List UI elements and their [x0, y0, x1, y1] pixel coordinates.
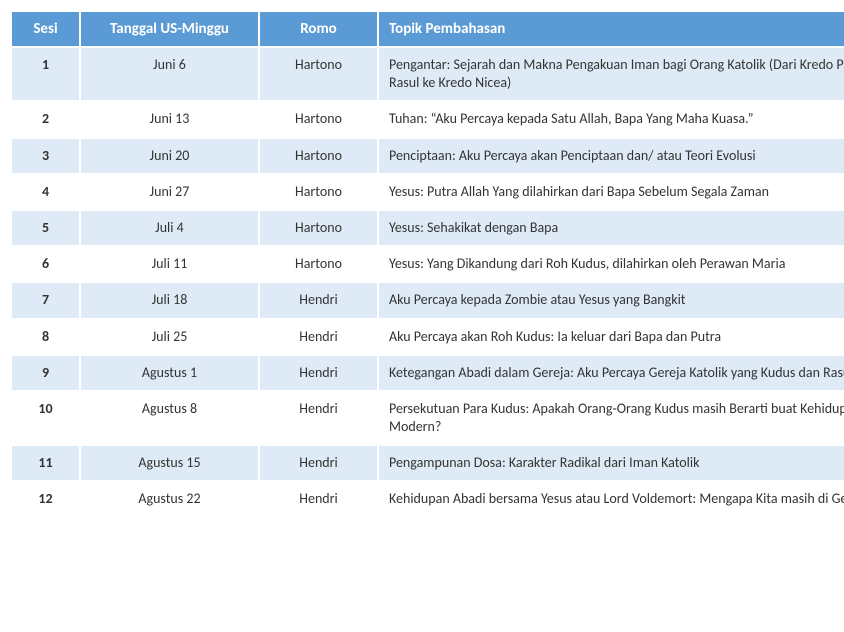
cell-romo: Hendri [259, 319, 378, 355]
header-romo: Romo [259, 11, 378, 47]
cell-tanggal: Juli 11 [80, 246, 259, 282]
header-row: Sesi Tanggal US-Minggu Romo Topik Pembah… [11, 11, 844, 47]
cell-tanggal: Agustus 8 [80, 391, 259, 445]
cell-sesi: 10 [11, 391, 80, 445]
cell-topik: Aku Percaya kepada Zombie atau Yesus yan… [378, 282, 844, 318]
table-row: 6Juli 11HartonoYesus: Yang Dikandung dar… [11, 246, 844, 282]
cell-sesi: 2 [11, 101, 80, 137]
cell-tanggal: Agustus 1 [80, 355, 259, 391]
cell-tanggal: Agustus 15 [80, 445, 259, 481]
header-tanggal: Tanggal US-Minggu [80, 11, 259, 47]
cell-romo: Hendri [259, 445, 378, 481]
cell-sesi: 7 [11, 282, 80, 318]
cell-sesi: 4 [11, 174, 80, 210]
header-topik: Topik Pembahasan [378, 11, 844, 47]
cell-romo: Hartono [259, 246, 378, 282]
table-row: 7Juli 18HendriAku Percaya kepada Zombie … [11, 282, 844, 318]
cell-romo: Hartono [259, 210, 378, 246]
cell-sesi: 8 [11, 319, 80, 355]
cell-sesi: 11 [11, 445, 80, 481]
cell-romo: Hendri [259, 391, 378, 445]
cell-topik: Penciptaan: Aku Percaya akan Penciptaan … [378, 138, 844, 174]
table-row: 4Juni 27HartonoYesus: Putra Allah Yang d… [11, 174, 844, 210]
cell-tanggal: Agustus 22 [80, 481, 259, 517]
table-row: 8Juli 25HendriAku Percaya akan Roh Kudus… [11, 319, 844, 355]
table-row: 1Juni 6HartonoPengantar: Sejarah dan Mak… [11, 47, 844, 101]
cell-topik: Yesus: Putra Allah Yang dilahirkan dari … [378, 174, 844, 210]
schedule-table: Sesi Tanggal US-Minggu Romo Topik Pembah… [10, 10, 844, 519]
cell-topik: Yesus: Sehakikat dengan Bapa [378, 210, 844, 246]
table-body: 1Juni 6HartonoPengantar: Sejarah dan Mak… [11, 47, 844, 518]
cell-tanggal: Juni 27 [80, 174, 259, 210]
cell-tanggal: Juli 4 [80, 210, 259, 246]
cell-romo: Hendri [259, 355, 378, 391]
table-row: 5Juli 4HartonoYesus: Sehakikat dengan Ba… [11, 210, 844, 246]
cell-romo: Hendri [259, 481, 378, 517]
cell-sesi: 12 [11, 481, 80, 517]
cell-sesi: 3 [11, 138, 80, 174]
table-row: 2Juni 13HartonoTuhan: “Aku Percaya kepad… [11, 101, 844, 137]
cell-romo: Hartono [259, 138, 378, 174]
cell-topik: Pengampunan Dosa: Karakter Radikal dari … [378, 445, 844, 481]
cell-sesi: 6 [11, 246, 80, 282]
cell-sesi: 1 [11, 47, 80, 101]
cell-tanggal: Juli 25 [80, 319, 259, 355]
cell-sesi: 5 [11, 210, 80, 246]
cell-tanggal: Juni 6 [80, 47, 259, 101]
cell-romo: Hendri [259, 282, 378, 318]
cell-topik: Pengantar: Sejarah dan Makna Pengakuan I… [378, 47, 844, 101]
cell-romo: Hartono [259, 47, 378, 101]
table-row: 12Agustus 22HendriKehidupan Abadi bersam… [11, 481, 844, 517]
table-row: 10Agustus 8HendriPersekutuan Para Kudus:… [11, 391, 844, 445]
cell-romo: Hartono [259, 174, 378, 210]
cell-sesi: 9 [11, 355, 80, 391]
table-row: 9Agustus 1HendriKetegangan Abadi dalam G… [11, 355, 844, 391]
cell-topik: Aku Percaya akan Roh Kudus: Ia keluar da… [378, 319, 844, 355]
table-row: 11Agustus 15HendriPengampunan Dosa: Kara… [11, 445, 844, 481]
cell-topik: Ketegangan Abadi dalam Gereja: Aku Perca… [378, 355, 844, 391]
cell-tanggal: Juni 13 [80, 101, 259, 137]
header-sesi: Sesi [11, 11, 80, 47]
cell-tanggal: Juni 20 [80, 138, 259, 174]
cell-topik: Kehidupan Abadi bersama Yesus atau Lord … [378, 481, 844, 517]
table-row: 3Juni 20HartonoPenciptaan: Aku Percaya a… [11, 138, 844, 174]
cell-romo: Hartono [259, 101, 378, 137]
cell-topik: Persekutuan Para Kudus: Apakah Orang-Ora… [378, 391, 844, 445]
cell-topik: Yesus: Yang Dikandung dari Roh Kudus, di… [378, 246, 844, 282]
cell-topik: Tuhan: “Aku Percaya kepada Satu Allah, B… [378, 101, 844, 137]
cell-tanggal: Juli 18 [80, 282, 259, 318]
